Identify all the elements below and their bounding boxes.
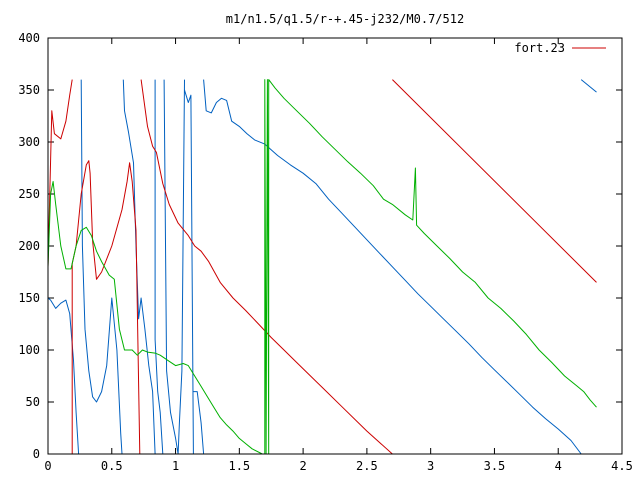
series-line-3: [47, 79, 597, 455]
plot-frame: [47, 37, 623, 455]
series-layer: [47, 79, 597, 455]
x-tick-label: 2.5: [356, 459, 378, 473]
series-line-2: [47, 79, 597, 455]
y-tick-label: 150: [18, 291, 40, 305]
y-tick-label: 250: [18, 187, 40, 201]
y-tick-label: 350: [18, 83, 40, 97]
series-line-1: [47, 79, 597, 455]
x-tick-label: 0.5: [101, 459, 123, 473]
x-tick-label: 4: [555, 459, 562, 473]
legend-label: fort.23: [514, 41, 565, 55]
x-tick-label: 4.5: [611, 459, 633, 473]
y-tick-label: 50: [26, 395, 40, 409]
x-tick-label: 1.5: [228, 459, 250, 473]
y-tick-label: 0: [33, 447, 40, 461]
x-tick-label: 1: [172, 459, 179, 473]
chart-title: m1/n1.5/q1.5/r-+.45-j232/M0.7/512: [226, 12, 464, 26]
x-tick-label: 0: [44, 459, 51, 473]
legend: fort.23: [514, 41, 606, 55]
y-tick-label: 100: [18, 343, 40, 357]
x-tick-label: 3: [427, 459, 434, 473]
x-tick-label: 3.5: [484, 459, 506, 473]
y-tick-label: 200: [18, 239, 40, 253]
x-tick-label: 2: [299, 459, 306, 473]
axis-ticks: 0 0.5 1 1.5 2 2.5 3 3.5 4 4.5 0 50 100 150 200 250 300 35…: [18, 31, 633, 473]
y-tick-label: 300: [18, 135, 40, 149]
y-tick-label: 400: [18, 31, 40, 45]
